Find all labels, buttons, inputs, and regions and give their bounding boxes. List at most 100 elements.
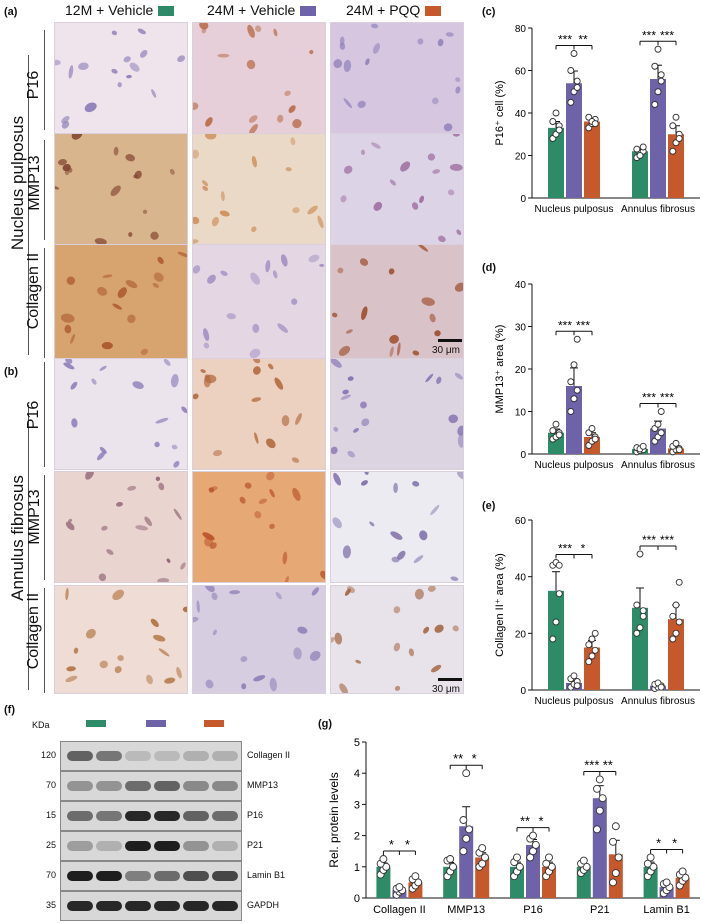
blot-band	[125, 811, 151, 821]
blot-band	[125, 901, 151, 911]
y-tick-label: 20	[515, 629, 527, 640]
data-point	[669, 122, 677, 130]
significance-stars: *	[472, 751, 477, 766]
data-point	[639, 143, 647, 151]
x-category-label: Annulus fibrosus	[621, 204, 695, 215]
data-point	[609, 878, 617, 887]
data-point	[636, 550, 644, 558]
data-point	[657, 71, 665, 79]
data-point	[545, 853, 553, 862]
blot-kda-label: 15	[45, 810, 56, 820]
y-tick-label: 0	[520, 450, 526, 461]
data-point	[567, 98, 575, 106]
data-point	[555, 126, 563, 134]
x-category-label: P16	[523, 904, 543, 916]
data-point	[567, 408, 575, 415]
x-category-label: Collagen II	[373, 904, 426, 916]
blot-band	[125, 841, 151, 851]
data-point	[595, 806, 604, 815]
blot-strip	[60, 831, 242, 861]
histology-image	[192, 585, 326, 694]
histology-image	[54, 358, 188, 470]
blot-kda-label: 70	[45, 870, 56, 880]
data-point	[379, 855, 388, 863]
bar	[632, 607, 648, 690]
blot-kda-label: 25	[45, 840, 56, 850]
y-tick-label: 5	[354, 737, 360, 749]
y-tick-label: 40	[515, 280, 527, 291]
data-point	[669, 635, 677, 643]
histology-image	[330, 244, 464, 361]
blot-band	[183, 811, 209, 821]
blot-band	[183, 871, 209, 881]
y-tick-label: 0	[520, 194, 526, 205]
data-point	[636, 152, 644, 159]
data-point	[573, 77, 581, 85]
blot-band	[67, 811, 93, 821]
x-category-label: MMP13	[447, 904, 485, 916]
x-category-label: P21	[590, 904, 610, 916]
data-point	[678, 867, 687, 876]
significance-stars: ***	[558, 318, 572, 332]
data-point	[462, 834, 471, 843]
data-point	[481, 853, 489, 862]
data-point	[591, 120, 599, 128]
x-category-label: Nucleus pulposus	[535, 204, 614, 215]
data-point	[675, 618, 683, 626]
panel-letter-g: (g)	[318, 718, 333, 730]
data-point	[465, 825, 473, 834]
data-point	[588, 635, 596, 643]
blot-protein-label: P21	[247, 840, 264, 850]
blot-band	[212, 841, 238, 851]
data-point	[573, 386, 581, 394]
scale-bar-af	[438, 678, 462, 681]
af-group-bracket	[28, 405, 29, 690]
significance-stars: **	[520, 814, 530, 829]
panel-letter-d: (d)	[482, 262, 497, 274]
data-point	[411, 872, 420, 881]
np-group-label: Nucleus pulposus	[8, 115, 27, 251]
data-point	[573, 335, 581, 343]
data-point	[446, 855, 455, 863]
y-tick-label: 60	[515, 516, 527, 527]
data-point	[588, 652, 596, 660]
data-point	[657, 683, 665, 691]
data-point	[549, 427, 557, 435]
significance-stars: ***	[660, 391, 674, 405]
x-category-label: Annulus fibrosus	[621, 696, 695, 707]
blot-strip	[60, 771, 242, 801]
data-point	[531, 841, 540, 849]
blot-kda-label: 120	[40, 750, 56, 760]
panel-letter-a: (a)	[4, 6, 18, 18]
data-point	[639, 442, 647, 450]
bar	[668, 619, 684, 690]
row-bracket	[44, 475, 45, 580]
y-tick-label: 2	[354, 831, 360, 843]
blot-strip	[60, 741, 242, 771]
row-bracket	[44, 30, 45, 130]
histology-image	[330, 22, 464, 134]
data-point	[549, 118, 557, 125]
blot-band	[125, 751, 151, 761]
significance-stars: *	[656, 835, 661, 850]
data-point	[639, 612, 647, 620]
bar	[584, 647, 600, 690]
y-tick-label: 4	[354, 768, 360, 780]
row-label-np-collagen: Collagen II	[25, 252, 42, 330]
data-point	[651, 62, 659, 70]
histology-image	[54, 585, 188, 694]
histology-image	[54, 471, 188, 583]
data-point	[654, 420, 662, 428]
data-point	[585, 641, 593, 649]
data-point	[669, 612, 677, 620]
row-bracket	[44, 362, 45, 467]
data-point	[395, 883, 404, 892]
data-point	[549, 635, 557, 643]
data-point	[462, 769, 471, 778]
blot-band	[183, 751, 209, 761]
blot-strip	[60, 861, 242, 891]
significance-stars: **	[453, 751, 463, 766]
data-point	[591, 629, 599, 637]
data-point	[609, 837, 617, 846]
